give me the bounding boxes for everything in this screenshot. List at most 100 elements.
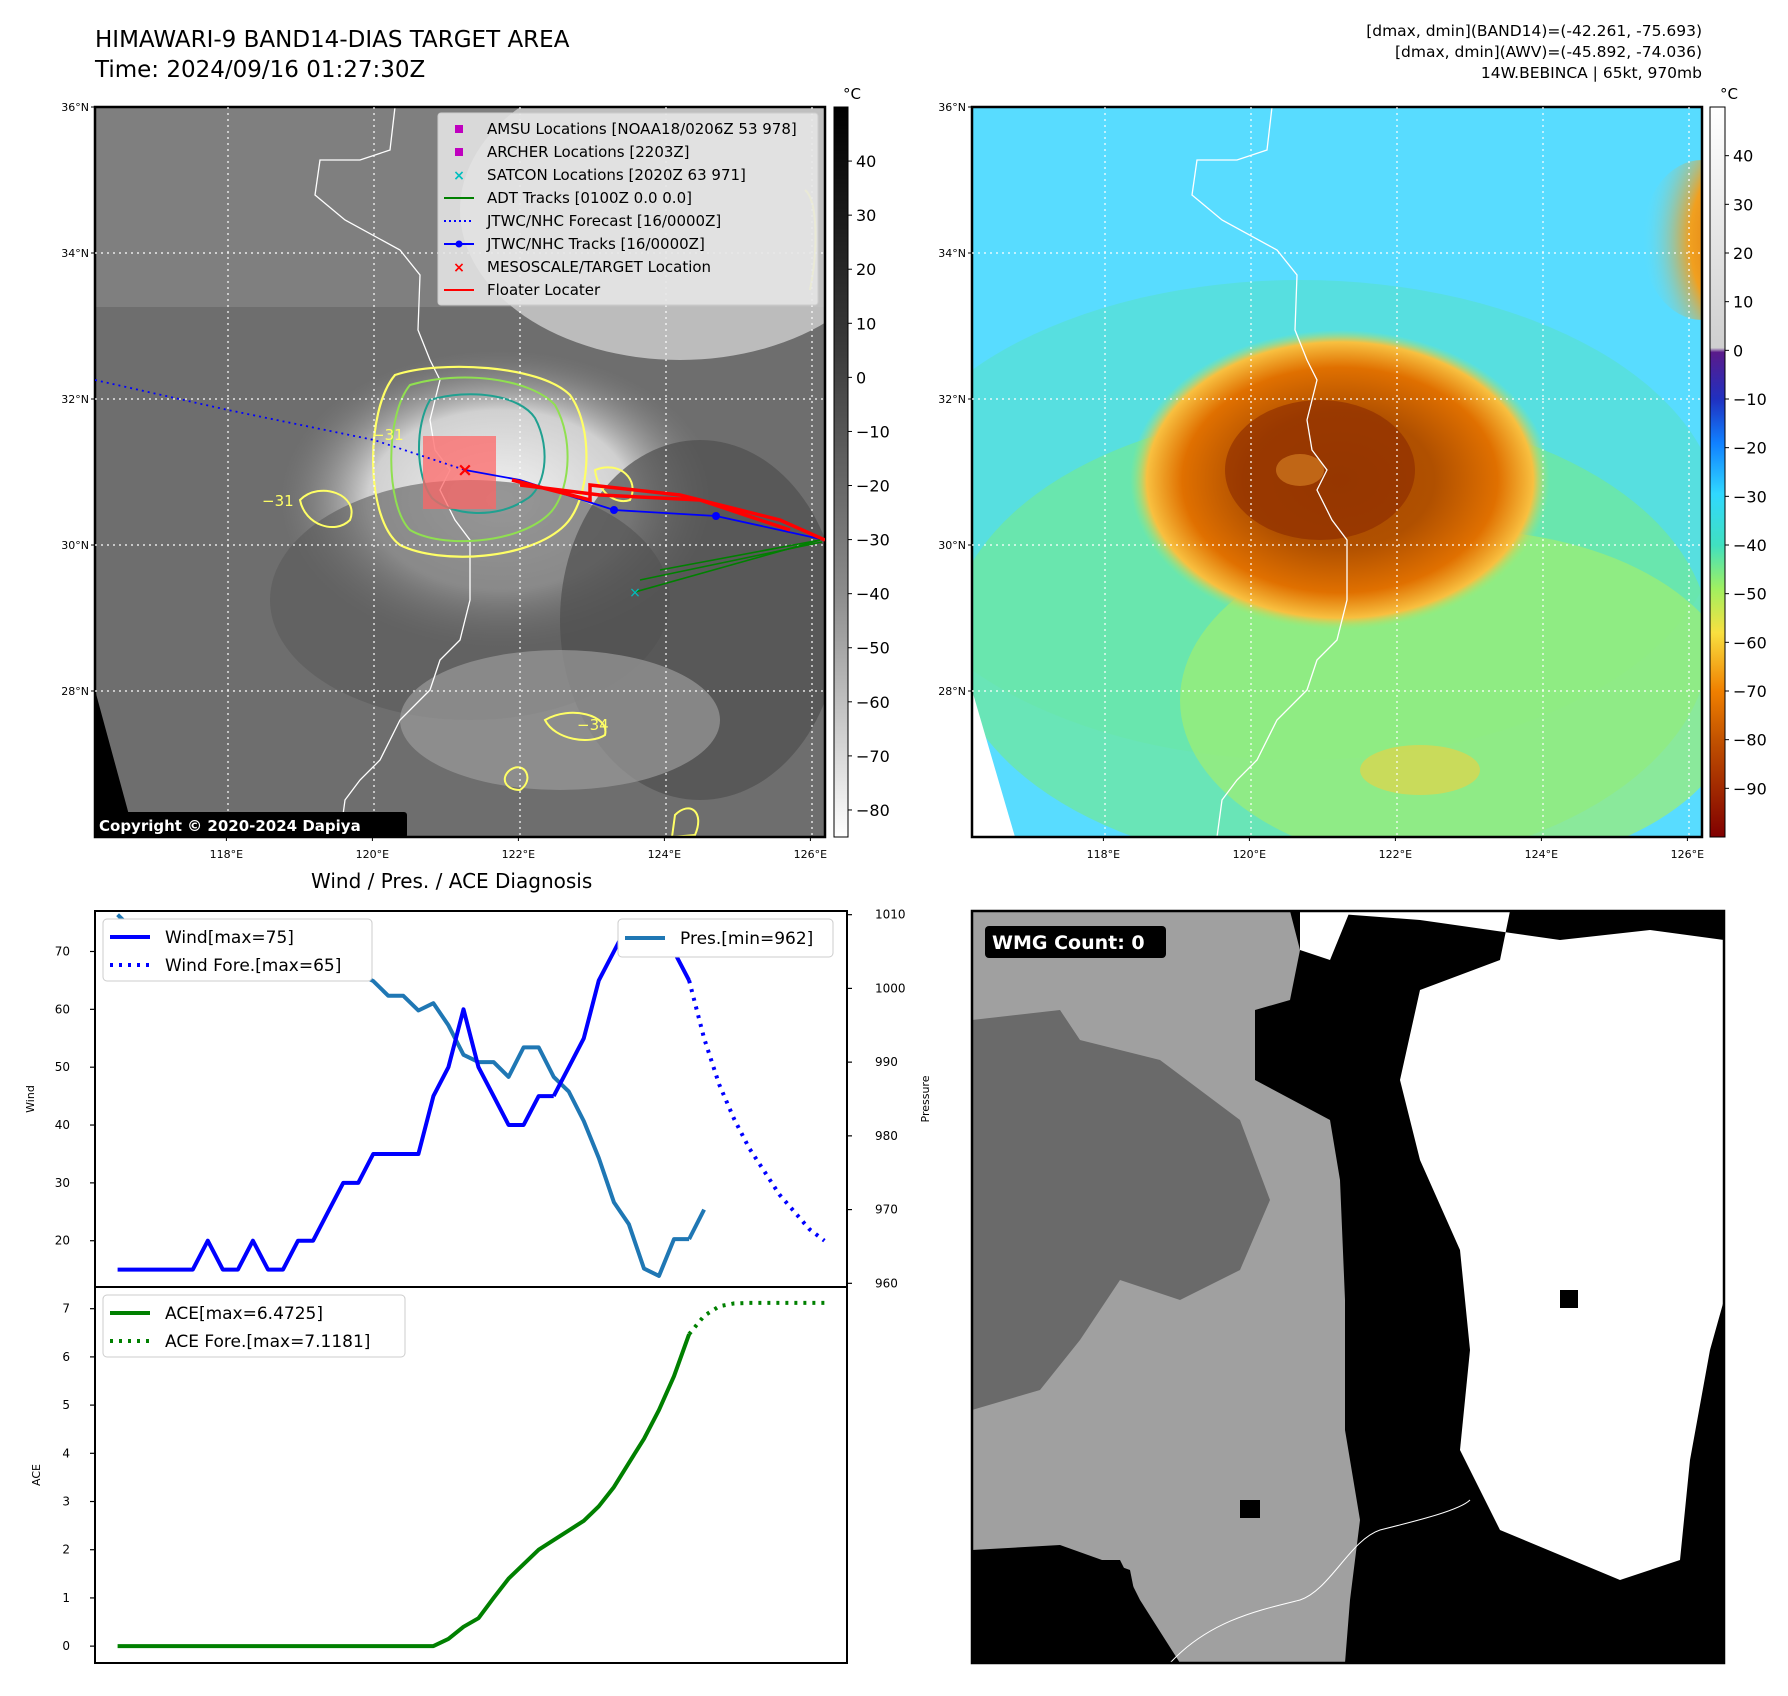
ir-colorbar xyxy=(833,106,849,838)
diagnosis-title: Wind / Pres. / ACE Diagnosis xyxy=(311,869,593,893)
colorbar-tick-label: −30 xyxy=(1733,487,1767,506)
svg-text:×: × xyxy=(453,168,465,184)
colorbar-tick-label: −20 xyxy=(856,477,890,496)
y-tick-label: 50 xyxy=(55,1060,70,1074)
ir-colorbar-unit: °C xyxy=(843,85,861,103)
pressure-axis-label: Pressure xyxy=(919,1075,932,1122)
lon-tick-label: 118°E xyxy=(210,848,243,861)
ace-legend: ACE[max=6.4725] ACE Fore.[max=7.1181] xyxy=(102,1294,406,1358)
y-tick-label: 970 xyxy=(875,1203,898,1217)
y-tick-label: 1000 xyxy=(875,981,906,995)
colorbar-tick-label: 10 xyxy=(1733,293,1753,312)
legend-entry: Pres.[min=962] xyxy=(625,929,813,949)
colorbar-tick-label: 0 xyxy=(1733,341,1743,360)
y-tick-label: 6 xyxy=(62,1350,70,1364)
ir-colorbar-ticks: 40 30 20 10 0 −10 −20 −30 −40 −50 −60 −70 −80 xyxy=(848,152,890,820)
wmg-count-badge: WMG Count: 0 xyxy=(985,926,1166,958)
lon-tick-label: 126°E xyxy=(794,848,827,861)
colorbar-tick-label: 20 xyxy=(1733,244,1753,263)
lat-tick-label: 32°N xyxy=(61,393,89,406)
y-tick-label: 4 xyxy=(62,1446,70,1460)
legend-label: ARCHER Locations [2203Z] xyxy=(487,143,690,161)
colorbar-tick-label: 0 xyxy=(856,368,866,387)
legend-label: ACE Fore.[max=7.1181] xyxy=(165,1332,370,1352)
legend-entry: ACE Fore.[max=7.1181] xyxy=(110,1332,370,1352)
colorbar-tick-label: −20 xyxy=(1733,439,1767,458)
y-tick-label: 40 xyxy=(55,1118,70,1132)
y-tick-label: 30 xyxy=(55,1176,70,1190)
colorbar-tick-label: −40 xyxy=(1733,536,1767,555)
awv-lon-labels: 118°E 120°E 122°E 124°E 126°E xyxy=(1087,837,1704,861)
legend-label: Wind Fore.[max=65] xyxy=(165,956,341,976)
colorbar-tick-label: 10 xyxy=(856,314,876,333)
colorbar-tick-label: 20 xyxy=(856,260,876,279)
contour-label: −31 xyxy=(372,426,404,444)
colorbar-tick-label: −80 xyxy=(856,801,890,820)
legend-label: Floater Locater xyxy=(487,281,601,299)
colorbar-tick-label: −70 xyxy=(1733,682,1767,701)
colorbar-tick-label: 30 xyxy=(1733,195,1753,214)
colorbar-tick-label: −60 xyxy=(856,693,890,712)
lat-tick-label: 30°N xyxy=(938,539,966,552)
y-tick-label: 1 xyxy=(62,1591,70,1605)
colorbar-tick-label: 40 xyxy=(1733,147,1753,166)
series-line xyxy=(117,1007,554,1272)
wind-legend: Wind[max=75] Wind Fore.[max=65] xyxy=(102,918,373,982)
y-tick-label: 960 xyxy=(875,1276,898,1290)
svg-text:Copyright © 2020-2024 Dapiya: Copyright © 2020-2024 Dapiya xyxy=(99,817,361,835)
y-tick-label: 980 xyxy=(875,1129,898,1143)
awv-colorbar-unit: °C xyxy=(1720,85,1738,103)
y-tick-label: 1010 xyxy=(875,908,906,922)
lat-tick-label: 34°N xyxy=(938,247,966,260)
legend-entry: × SATCON Locations [2020Z 63 971] xyxy=(453,166,746,184)
legend-entry: JTWC/NHC Forecast [16/0000Z] xyxy=(444,212,721,230)
series-line xyxy=(687,1208,706,1241)
legend-entry: × MESOSCALE/TARGET Location xyxy=(453,258,711,276)
colorbar-tick-label: 40 xyxy=(856,152,876,171)
awv-stats: [dmax, dmin](AWV)=(-45.892, -74.036) xyxy=(1395,43,1702,61)
y-tick-label: 990 xyxy=(875,1055,898,1069)
colorbar-tick-label: −80 xyxy=(1733,731,1767,750)
y-tick-label: 20 xyxy=(55,1234,70,1248)
legend-entry: Wind[max=75] xyxy=(110,928,294,948)
wind-axis-label: Wind xyxy=(24,1085,37,1113)
lon-tick-label: 124°E xyxy=(1525,848,1558,861)
lat-tick-label: 34°N xyxy=(61,247,89,260)
copyright-badge: Copyright © 2020-2024 Dapiya xyxy=(95,812,407,838)
colorbar-tick-label: −30 xyxy=(856,531,890,550)
ace-axis-label: ACE xyxy=(30,1464,43,1486)
map-legend: AMSU Locations [NOAA18/0206Z 53 978] ARCH… xyxy=(437,112,819,306)
legend-label: ADT Tracks [0100Z 0.0 0.0] xyxy=(487,189,692,207)
lat-tick-label: 30°N xyxy=(61,539,89,552)
legend-label: JTWC/NHC Tracks [16/0000Z] xyxy=(486,235,705,253)
legend-entry: JTWC/NHC Tracks [16/0000Z] xyxy=(444,235,705,253)
colorbar-tick-label: −50 xyxy=(1733,585,1767,604)
lat-tick-label: 36°N xyxy=(61,101,89,114)
awv-colorbar-ticks: 40 30 20 10 0 −10 −20 −30 −40 −50 −60 −70 −80 −90 xyxy=(1725,147,1767,798)
y-tick-label: 3 xyxy=(62,1495,70,1509)
lon-tick-label: 124°E xyxy=(648,848,681,861)
colorbar-tick-label: −10 xyxy=(1733,390,1767,409)
lat-tick-label: 28°N xyxy=(61,685,89,698)
lon-tick-label: 126°E xyxy=(1671,848,1704,861)
colorbar-tick-label: −70 xyxy=(856,747,890,766)
lat-tick-label: 32°N xyxy=(938,393,966,406)
y-tick-label: 0 xyxy=(62,1639,70,1653)
colorbar-tick-label: −60 xyxy=(1733,633,1767,652)
y-tick-label: 2 xyxy=(62,1543,70,1557)
lon-tick-label: 122°E xyxy=(502,848,535,861)
colorbar-tick-label: −10 xyxy=(856,422,890,441)
lon-tick-label: 120°E xyxy=(1233,848,1266,861)
legend-label: AMSU Locations [NOAA18/0206Z 53 978] xyxy=(487,120,797,138)
legend-label: MESOSCALE/TARGET Location xyxy=(487,258,711,276)
legend-entry: Floater Locater xyxy=(444,281,601,299)
colorbar-tick-label: −90 xyxy=(1733,779,1767,798)
forecast-track-line xyxy=(95,379,466,471)
diagnosis-panel: 20 30 40 50 60 70 960 970 980 990 1000 1010 0 1 2 3 4 5 6 7… xyxy=(24,908,932,1664)
band14-stats: [dmax, dmin](BAND14)=(-42.261, -75.693) xyxy=(1366,22,1702,40)
ir-map-panel: × × −31 −31 −34 AMSU Locations [NOAA18/0… xyxy=(61,85,890,861)
legend-entry: ADT Tracks [0100Z 0.0 0.0] xyxy=(444,189,692,207)
colorbar-tick-label: 30 xyxy=(856,206,876,225)
